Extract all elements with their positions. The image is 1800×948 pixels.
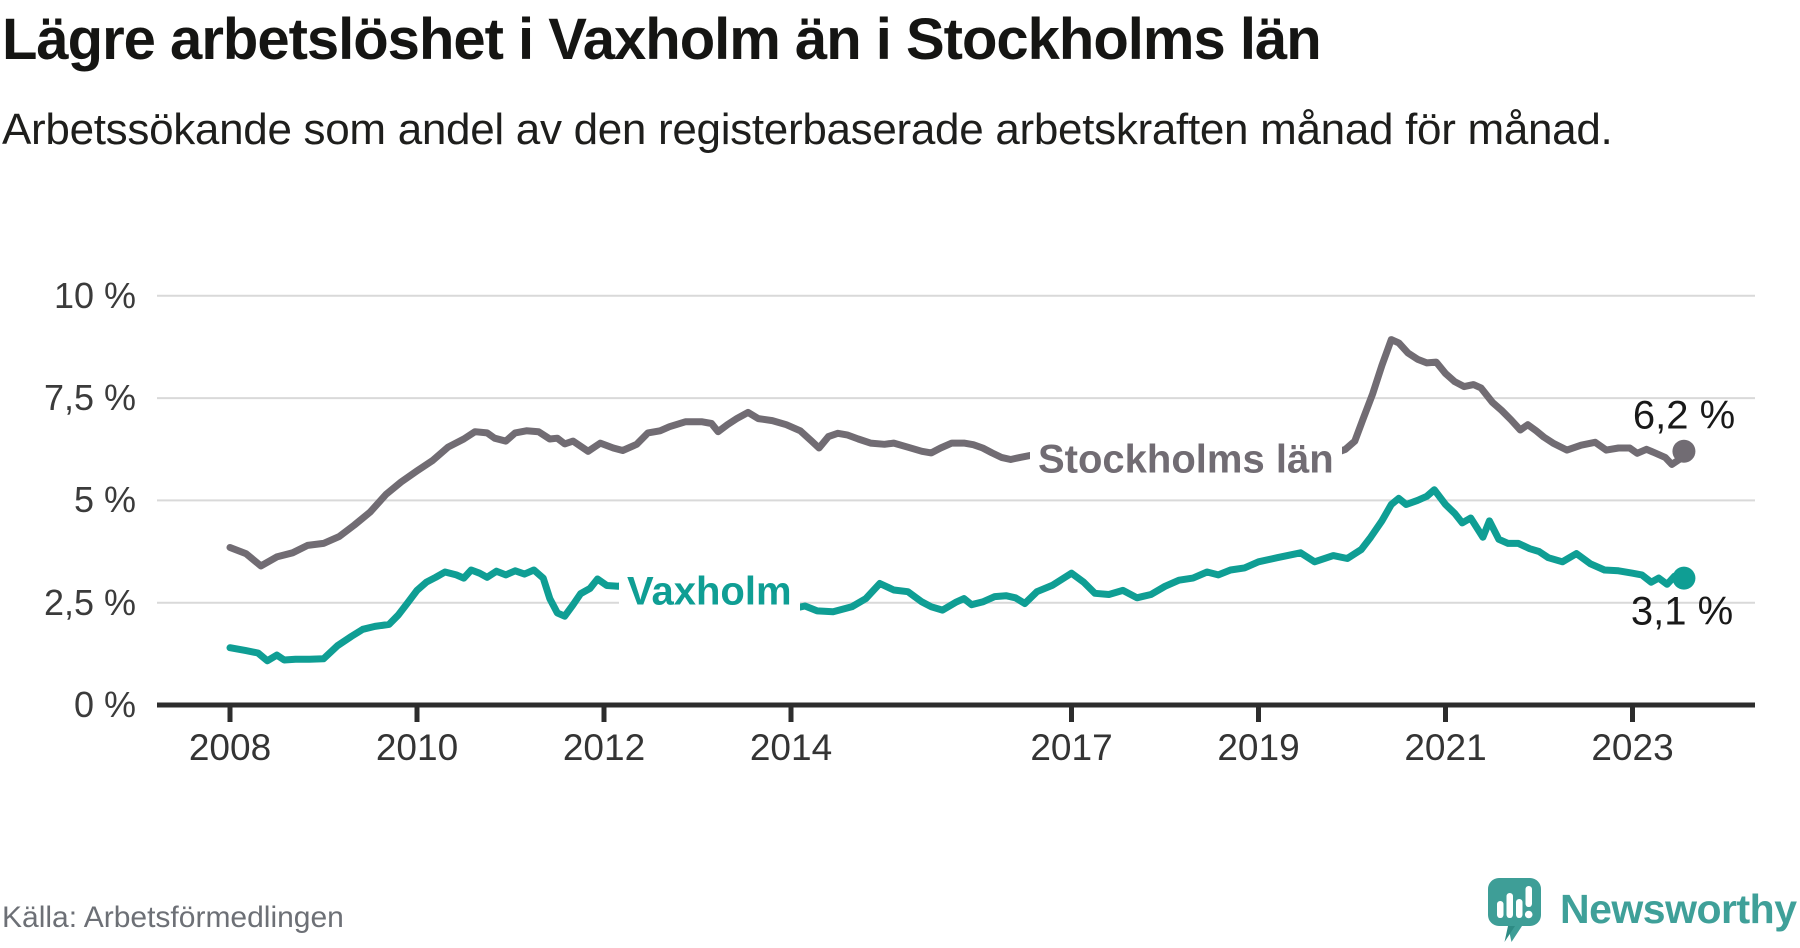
newsworthy-logo: Newsworthy — [1488, 878, 1797, 948]
x-tick-label: 2017 — [1030, 727, 1113, 768]
end-point-dot-stockholms-lan — [1672, 439, 1696, 463]
y-tick-label: 0 % — [73, 684, 136, 725]
x-tick-label: 2019 — [1217, 727, 1300, 768]
y-tick-label: 2,5 % — [43, 581, 136, 623]
series-label-vaxholm: Vaxholm — [619, 567, 800, 617]
series-label-stockholms-lan: Stockholms län — [1030, 435, 1342, 485]
newsworthy-wordmark: Newsworthy — [1560, 885, 1797, 932]
end-value-label-vaxholm: 3,1 % — [1630, 589, 1734, 634]
x-tick-label: 2008 — [188, 727, 272, 768]
x-tick-label: 2023 — [1591, 727, 1674, 768]
series-line-stockholms-lan — [226, 336, 1688, 570]
x-tick-label: 2012 — [562, 727, 646, 768]
y-tick-label: 10 % — [53, 274, 136, 316]
source-caption: Källa: Arbetsförmedlingen — [2, 901, 344, 934]
chart-subtitle: Arbetssökande som andel av den registerb… — [2, 105, 1613, 154]
chart-title: Lägre arbetslöshet i Vaxholm än i Stockh… — [2, 7, 1322, 72]
x-tick-label: 2021 — [1404, 727, 1487, 768]
end-point-dot-vaxholm — [1672, 566, 1696, 590]
speech-bubble-bar-chart-icon — [1488, 878, 1541, 942]
x-tick-label: 2010 — [375, 727, 459, 768]
end-value-label-stockholms-lan: 6,2 % — [1632, 393, 1736, 438]
y-tick-label: 5 % — [73, 479, 136, 521]
series-line-vaxholm — [226, 486, 1688, 665]
y-tick-label: 7,5 % — [43, 377, 136, 419]
x-tick-label: 2014 — [749, 727, 833, 768]
